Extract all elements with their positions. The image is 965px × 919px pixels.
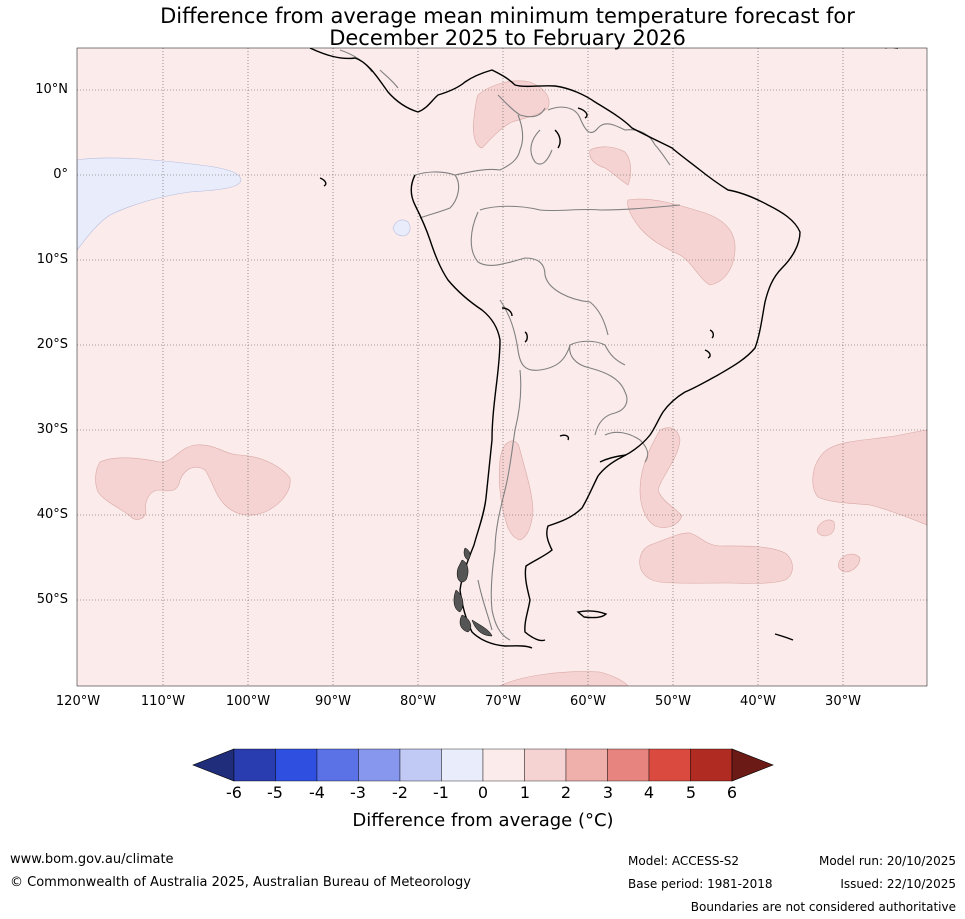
website-link[interactable]: www.bom.gov.au/climate bbox=[10, 852, 174, 867]
latitude-label: 50°S bbox=[36, 592, 68, 607]
anomaly-region-negative bbox=[77, 157, 242, 251]
colorbar-segment bbox=[648, 748, 691, 782]
anomaly-region-positive bbox=[472, 80, 550, 149]
colorbar-tick-label: 5 bbox=[685, 783, 697, 802]
latitude-label: 20°S bbox=[36, 337, 68, 352]
colorbar-segment bbox=[399, 748, 442, 782]
map-background bbox=[77, 48, 927, 686]
colorbar-segment bbox=[482, 748, 525, 782]
latitude-label: 10°N bbox=[35, 82, 68, 97]
latitude-label: 40°S bbox=[36, 507, 68, 522]
title-line-1: Difference from average mean minimum tem… bbox=[160, 4, 855, 28]
anomaly-region-positive bbox=[499, 671, 629, 686]
anomaly-region-positive bbox=[639, 427, 683, 528]
anomaly-region-positive bbox=[816, 519, 835, 537]
colorbar-extend-low bbox=[192, 748, 235, 782]
disclaimer-text: Boundaries are not considered authoritat… bbox=[690, 900, 956, 914]
longitude-label: 50°W bbox=[655, 694, 691, 709]
colorbar bbox=[192, 748, 774, 782]
colorbar-tick-label: 3 bbox=[602, 783, 614, 802]
anomaly-region-negative bbox=[392, 219, 411, 237]
longitude-label: 40°W bbox=[740, 694, 776, 709]
colorbar-segment bbox=[690, 748, 733, 782]
model-run-text: Model run: 20/10/2025 bbox=[818, 854, 956, 868]
longitude-label: 90°W bbox=[315, 694, 351, 709]
colorbar-tick-label: 4 bbox=[643, 783, 655, 802]
issued-text: Issued: 22/10/2025 bbox=[840, 877, 956, 891]
anomaly-region-positive bbox=[812, 429, 927, 526]
colorbar-tick-label: -4 bbox=[309, 783, 325, 802]
colorbar-segment bbox=[524, 748, 567, 782]
longitude-label: 30°W bbox=[825, 694, 861, 709]
colorbar-tick-label: -3 bbox=[350, 783, 366, 802]
national-boundaries bbox=[339, 49, 681, 641]
colorbar-extend-high bbox=[731, 748, 774, 782]
model-text: Model: ACCESS-S2 bbox=[628, 854, 740, 868]
latitude-label: 10°S bbox=[36, 252, 68, 267]
colorbar-tick-label: 2 bbox=[560, 783, 572, 802]
copyright-text: © Commonwealth of Australia 2025, Austra… bbox=[10, 875, 471, 890]
longitude-label: 80°W bbox=[400, 694, 436, 709]
anomaly-region-positive bbox=[95, 444, 291, 520]
colorbar-tick-label: -5 bbox=[267, 783, 283, 802]
latitude-label: 0° bbox=[53, 167, 68, 182]
colorbar-tick-label: 0 bbox=[477, 783, 489, 802]
longitude-label: 70°W bbox=[485, 694, 521, 709]
colorbar-tick-label: 1 bbox=[519, 783, 531, 802]
colorbar-tick-label: -6 bbox=[226, 783, 242, 802]
longitude-label: 110°W bbox=[140, 694, 186, 709]
colorbar-segment bbox=[233, 748, 276, 782]
colorbar-segment bbox=[441, 748, 484, 782]
anomaly-region-positive bbox=[627, 198, 736, 286]
colorbar-segment bbox=[316, 748, 359, 782]
map-frame bbox=[76, 47, 928, 687]
colorbar-tick-label: -1 bbox=[433, 783, 449, 802]
colorbar-segment bbox=[565, 748, 608, 782]
colorbar-tick-label: 6 bbox=[726, 783, 738, 802]
anomaly-region-positive bbox=[589, 146, 631, 186]
colorbar-label: Difference from average (°C) bbox=[352, 810, 614, 831]
anomaly-region-positive bbox=[639, 532, 793, 584]
anomaly-region-positive bbox=[838, 553, 861, 573]
longitude-label: 60°W bbox=[570, 694, 606, 709]
longitude-label: 120°W bbox=[55, 694, 101, 709]
colorbar-tick-label: -2 bbox=[392, 783, 408, 802]
gridlines bbox=[77, 48, 927, 686]
longitude-label: 100°W bbox=[225, 694, 271, 709]
archipelago bbox=[453, 547, 493, 637]
latitude-label: 30°S bbox=[36, 422, 68, 437]
colorbar-segment bbox=[607, 748, 650, 782]
base-period-text: Base period: 1981-2018 bbox=[628, 877, 773, 891]
title-line-2: December 2025 to February 2026 bbox=[329, 26, 686, 50]
colorbar-segment bbox=[275, 748, 318, 782]
colorbar-segment bbox=[358, 748, 401, 782]
